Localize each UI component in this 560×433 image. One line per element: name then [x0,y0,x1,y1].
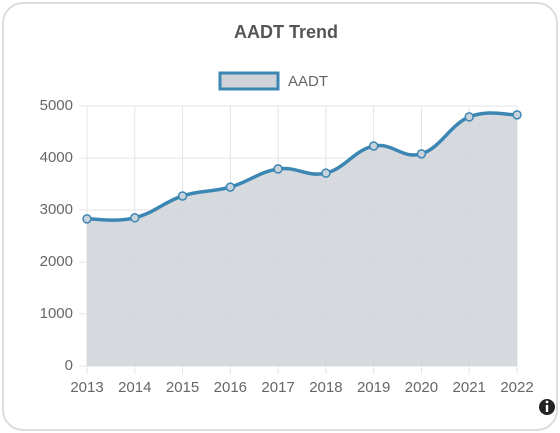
x-tick-label: 2017 [261,379,294,396]
chart-title: AADT Trend [234,22,338,42]
legend-swatch [218,71,280,91]
info-icon[interactable] [539,399,555,415]
x-tick-label: 2018 [309,379,342,396]
point [82,214,92,224]
x-tick-label: 2013 [70,379,103,396]
legend-label: AADT [288,73,328,90]
y-tick-label: 1000 [40,305,73,322]
point [368,141,379,151]
x-tick-label: 2016 [214,379,247,396]
y-tick-label: 0 [65,357,73,374]
point [273,164,283,174]
point [464,112,474,122]
x-tick-label: 2015 [166,379,199,396]
point [225,182,236,192]
y-tick-label: 2000 [40,253,73,270]
area [87,112,517,366]
x-tick-label: 2022 [500,379,533,396]
y-tick-label: 3000 [40,201,73,218]
point [130,213,140,223]
point [416,149,427,159]
y-tick-label: 5000 [40,97,73,114]
x-tick-label: 2020 [405,379,438,396]
line [86,111,518,222]
x-tick-label: 2014 [118,379,151,396]
y-tick-label: 4000 [40,149,73,166]
point [512,110,522,120]
x-tick-label: 2021 [453,379,486,396]
point [177,191,188,201]
point [321,168,331,178]
x-tick-label: 2019 [357,379,390,396]
